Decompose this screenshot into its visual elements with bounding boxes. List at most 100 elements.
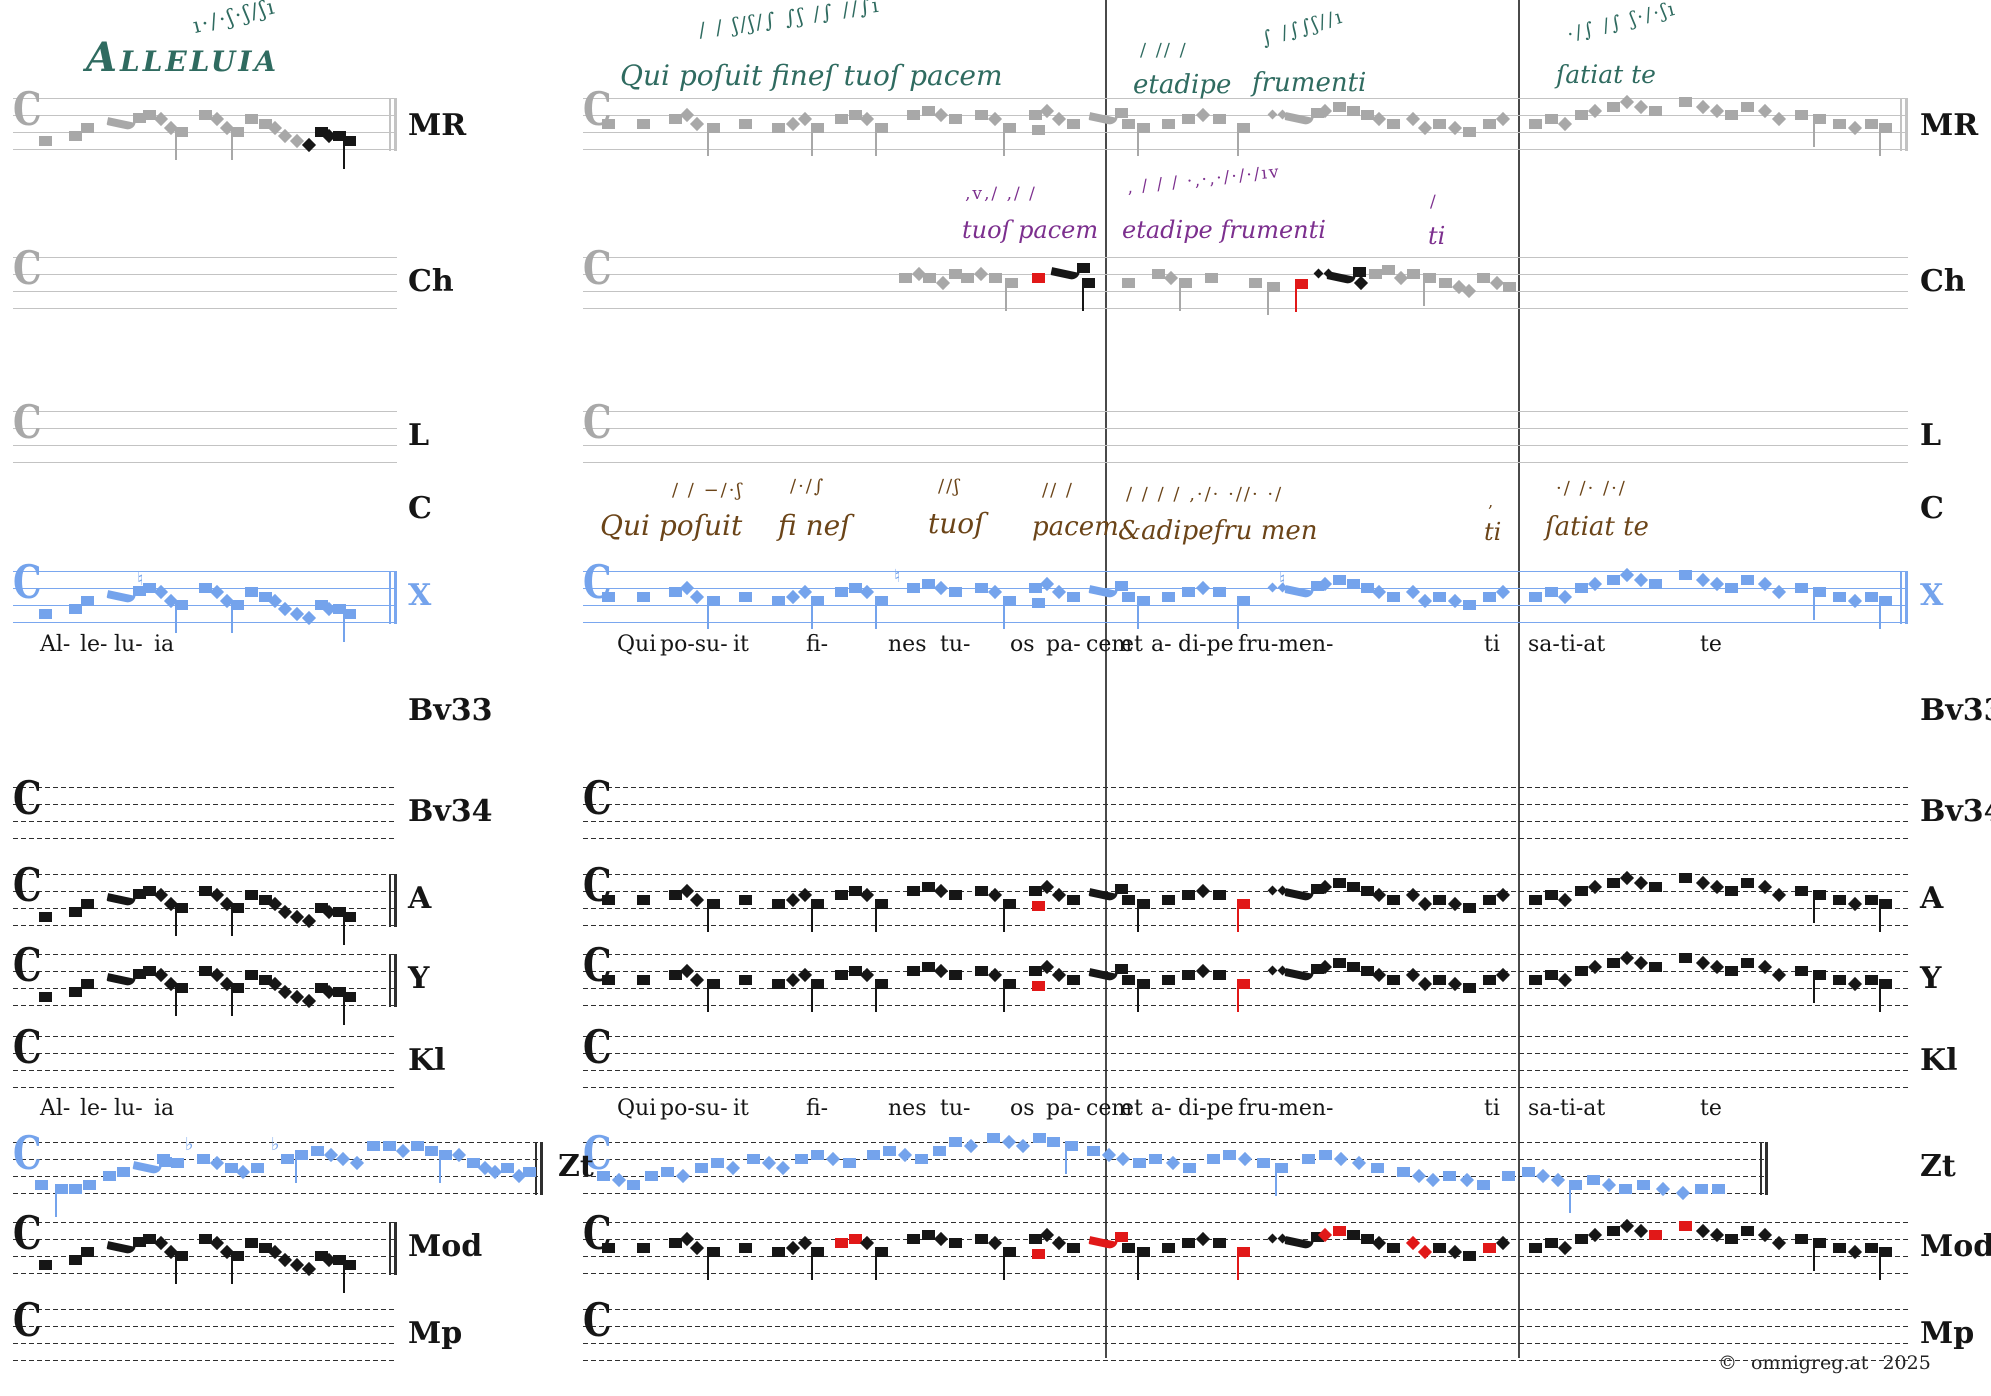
- note: [1067, 591, 1080, 602]
- manuscript-purple-ti-neume: ∕: [1430, 192, 1438, 212]
- manuscript-text-brown-pacem: pacem: [1032, 512, 1119, 542]
- note: [922, 881, 935, 892]
- note: [811, 1246, 824, 1257]
- staff-line: [13, 1343, 397, 1345]
- note: [197, 1154, 210, 1164]
- staff-line: [583, 1222, 1908, 1224]
- note: [259, 591, 272, 602]
- note-stem: [1003, 1253, 1005, 1280]
- lyric-syllable: ia: [154, 1096, 175, 1121]
- note-stem: [811, 602, 813, 629]
- staff-line: [583, 925, 1908, 927]
- staff-line: [583, 445, 1908, 447]
- note: [39, 135, 52, 146]
- note: [439, 1149, 452, 1160]
- manuscript-brown-fines-neumes: ∕·∕∫: [790, 476, 826, 497]
- note: [1162, 118, 1175, 129]
- note: [1575, 110, 1588, 120]
- manuscript-text-brown-qui-posuit: Qui poſuit: [600, 509, 743, 542]
- note: [1725, 1234, 1738, 1244]
- manuscript-text-brown-satiat: ſatiat te: [1545, 512, 1649, 542]
- note-diamond: [1195, 1231, 1211, 1247]
- note: [1182, 587, 1195, 598]
- note-stem: [343, 142, 345, 169]
- note: [143, 583, 156, 593]
- note-stem: [295, 1156, 297, 1183]
- note: [597, 1171, 610, 1181]
- note: [875, 978, 888, 989]
- note: [245, 970, 258, 981]
- note-stem: [1003, 905, 1005, 932]
- staff-line: [583, 1360, 1908, 1362]
- note: [1879, 898, 1892, 909]
- note: [1387, 591, 1400, 602]
- note-stem: [1137, 985, 1139, 1012]
- note: [157, 1154, 170, 1164]
- note: [383, 1141, 396, 1152]
- staff-line: [583, 571, 1908, 573]
- note: [739, 894, 752, 905]
- note: [295, 1149, 308, 1160]
- note-stem: [875, 129, 877, 156]
- note: [645, 1171, 658, 1181]
- manuscript-text-green-alleluia: Alleluia: [86, 34, 280, 81]
- note: [1529, 1242, 1542, 1253]
- copyright-year: 2025: [1882, 1352, 1931, 1374]
- note: [849, 110, 862, 120]
- note-stem: [343, 918, 345, 945]
- note-diamond: [1195, 107, 1211, 123]
- note: [707, 122, 720, 133]
- note: [69, 131, 82, 142]
- note: [975, 110, 988, 120]
- note: [1865, 591, 1878, 602]
- note-diamond: [1195, 580, 1211, 596]
- note: [1003, 898, 1016, 909]
- double-barline: [1904, 571, 1908, 624]
- note-stem: [175, 990, 177, 1016]
- note: [1679, 1221, 1692, 1232]
- staff-line: [13, 1193, 543, 1195]
- note: [867, 1149, 880, 1160]
- note: [143, 886, 156, 896]
- note: [315, 983, 328, 993]
- note-stem: [1275, 1169, 1277, 1196]
- lyric-syllable: ti: [1484, 632, 1500, 657]
- note-diamond: [1267, 582, 1278, 593]
- note: [1032, 901, 1045, 912]
- note-diamond: [933, 107, 949, 123]
- note: [315, 600, 328, 610]
- note: [199, 583, 212, 593]
- flat-sign: ♭: [271, 1134, 280, 1156]
- note-stem: [875, 985, 877, 1012]
- manuscript-text-brown-tuos: tuoſ: [928, 507, 985, 540]
- double-barline: [1904, 98, 1908, 151]
- note: [1607, 101, 1620, 112]
- note: [225, 1162, 238, 1173]
- lyric-syllable: di-pe: [1178, 1096, 1234, 1121]
- staff-X-main: C ♮ ♮: [583, 559, 1908, 629]
- lyric-syllable: ti: [1484, 1096, 1500, 1121]
- note: [1347, 881, 1360, 892]
- staff-line: [13, 804, 397, 806]
- note: [1032, 1249, 1045, 1260]
- note: [343, 911, 356, 922]
- note-stem: [1813, 897, 1815, 924]
- note: [1267, 281, 1280, 292]
- staff-line: [13, 571, 397, 573]
- note: [875, 898, 888, 909]
- note: [143, 966, 156, 976]
- note: [835, 970, 848, 981]
- note: [1679, 953, 1692, 964]
- note: [1695, 1183, 1708, 1194]
- note-stem: [439, 1156, 441, 1183]
- lyric-syllable: et: [1121, 632, 1143, 657]
- note-diamond: [1557, 972, 1573, 987]
- note: [1122, 894, 1135, 905]
- note: [1311, 581, 1324, 592]
- note: [1463, 1251, 1476, 1261]
- note: [772, 1246, 785, 1257]
- staff-line: [13, 622, 397, 624]
- staff-L-main: C: [583, 399, 1908, 464]
- label-right-Mp: Mp: [1920, 1316, 1975, 1351]
- c-clef: C: [13, 555, 42, 609]
